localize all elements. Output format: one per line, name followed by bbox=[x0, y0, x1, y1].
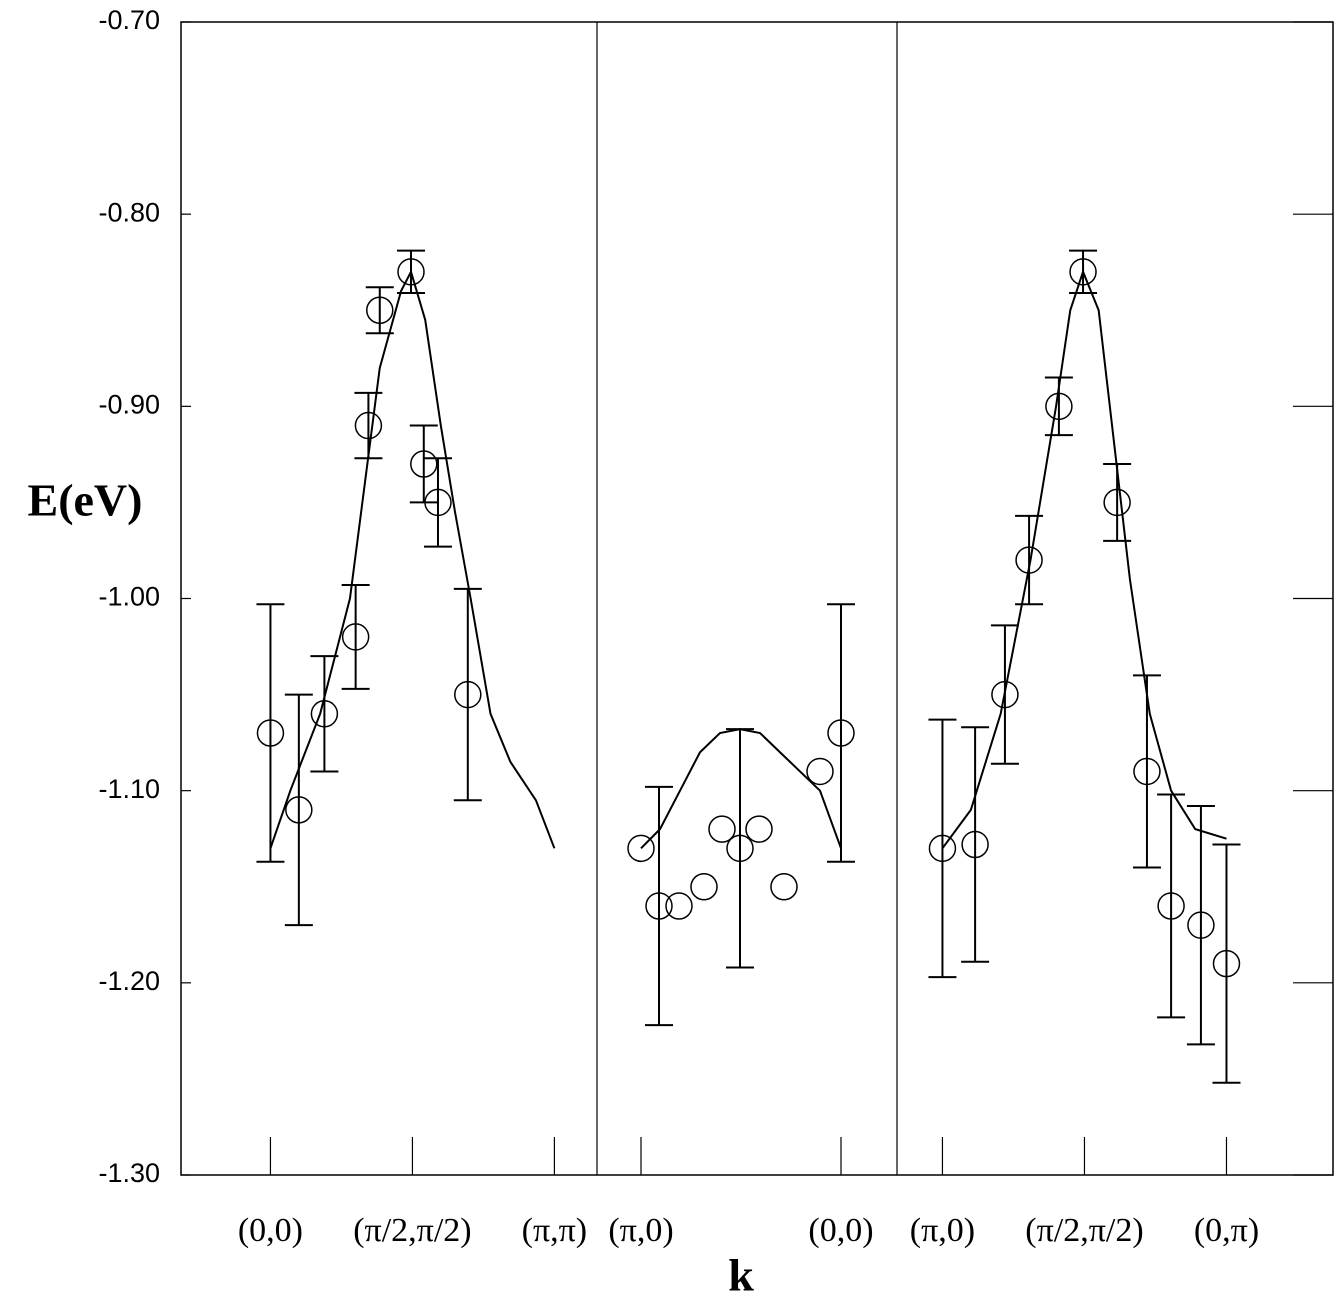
x-tick-label: (0,0) bbox=[238, 1212, 303, 1249]
data-point bbox=[1133, 757, 1161, 786]
y-tick-label: -0.70 bbox=[98, 5, 160, 35]
y-tick-label: -0.80 bbox=[98, 197, 160, 227]
data-point bbox=[354, 411, 383, 440]
data-point bbox=[806, 757, 834, 786]
model-curve bbox=[941, 268, 1227, 849]
y-tick-label: -1.00 bbox=[98, 582, 160, 612]
y-tick-label: -1.30 bbox=[98, 1158, 160, 1188]
y-axis-label: E(eV) bbox=[28, 475, 143, 526]
data-point bbox=[424, 488, 452, 517]
data-point bbox=[397, 258, 425, 286]
data-point bbox=[341, 623, 370, 651]
data-point bbox=[665, 892, 693, 920]
data-point bbox=[928, 834, 957, 863]
data-point bbox=[1015, 546, 1043, 574]
error-bar bbox=[1186, 805, 1215, 1046]
error-bar bbox=[961, 726, 990, 963]
x-axis-label: k bbox=[728, 1250, 754, 1301]
x-tick-label: (π,0) bbox=[608, 1212, 673, 1249]
error-bar bbox=[1015, 514, 1044, 606]
error-bar bbox=[827, 603, 855, 863]
error-bar bbox=[990, 624, 1019, 765]
data-point bbox=[1157, 892, 1185, 920]
data-point bbox=[726, 834, 754, 863]
data-point bbox=[1069, 258, 1097, 286]
x-tick-label: (0,π) bbox=[1194, 1212, 1259, 1249]
data-point bbox=[285, 796, 313, 824]
error-bar bbox=[1212, 843, 1241, 1084]
data-point bbox=[366, 296, 394, 324]
data-point bbox=[410, 450, 438, 478]
y-tick-label: -1.20 bbox=[98, 966, 160, 996]
y-tick-label: -0.90 bbox=[98, 389, 160, 419]
data-point bbox=[1045, 392, 1073, 421]
data-point bbox=[1187, 911, 1215, 939]
data-point bbox=[256, 719, 285, 747]
data-point bbox=[745, 815, 773, 843]
x-tick-label: (0,0) bbox=[808, 1212, 873, 1249]
x-tick-label: (π,0) bbox=[910, 1212, 975, 1249]
error-bar bbox=[397, 249, 426, 294]
error-bar bbox=[1069, 249, 1098, 294]
data-point bbox=[310, 700, 339, 728]
error-bar bbox=[256, 603, 285, 863]
error-bar bbox=[645, 785, 673, 1027]
error-bar bbox=[310, 655, 339, 773]
error-bar bbox=[1132, 674, 1161, 869]
data-point bbox=[827, 719, 855, 747]
x-tick-label: (π,π) bbox=[522, 1212, 587, 1249]
error-bar bbox=[1103, 462, 1132, 542]
error-bar bbox=[365, 286, 394, 335]
plot-frame bbox=[180, 21, 1334, 1176]
error-bar bbox=[341, 584, 370, 690]
data-point bbox=[1212, 949, 1241, 978]
data-point bbox=[708, 815, 736, 843]
error-bar bbox=[928, 718, 957, 979]
y-tick-label: -1.10 bbox=[98, 774, 160, 804]
error-bar bbox=[409, 424, 438, 504]
data-point bbox=[454, 680, 482, 709]
error-bar bbox=[1157, 793, 1186, 1019]
error-bar bbox=[423, 457, 452, 548]
data-point bbox=[645, 892, 673, 920]
data-point bbox=[690, 873, 718, 901]
error-bar bbox=[1044, 376, 1073, 437]
error-bar bbox=[284, 693, 313, 927]
model-curve bbox=[269, 269, 556, 849]
data-point bbox=[991, 680, 1019, 709]
data-point bbox=[961, 830, 989, 859]
data-point bbox=[1103, 488, 1131, 517]
data-point bbox=[627, 834, 655, 863]
x-tick-label: (π/2,π/2) bbox=[353, 1212, 471, 1249]
error-bar bbox=[726, 728, 754, 969]
error-bar bbox=[453, 587, 482, 802]
data-point bbox=[770, 873, 798, 901]
error-bar bbox=[354, 391, 383, 460]
x-tick-label: (π/2,π/2) bbox=[1025, 1212, 1143, 1249]
